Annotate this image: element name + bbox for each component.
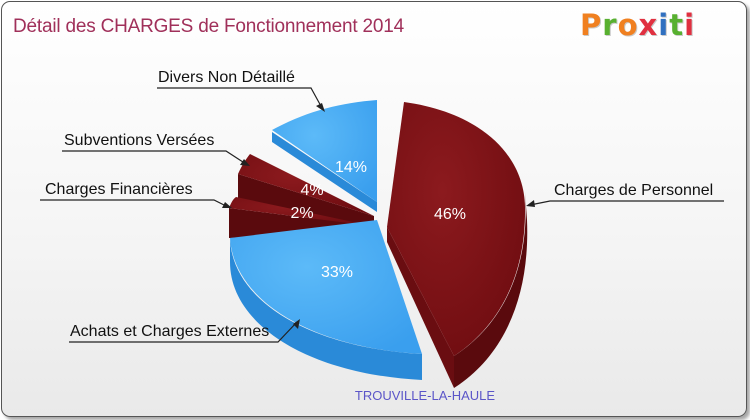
slice-personnel[interactable] [387,102,526,356]
slice-divers-side[interactable] [272,132,377,212]
pct-label-subventions: 4% [300,182,323,199]
logo-letter: t [669,8,685,42]
pct-label-divers: 14% [335,159,367,176]
leader-line-financieres [40,199,229,208]
arrow-subventions [240,159,250,166]
leader-line-personnel [529,200,724,206]
slice-personnel-side-left[interactable] [387,227,454,388]
slice-personnel-side[interactable] [454,192,528,388]
slice-achats-side[interactable] [230,238,422,380]
slice-subventions-side[interactable] [238,174,374,234]
logo-letter: r [602,8,618,42]
slice-financieres[interactable] [229,197,372,226]
logo-letter: i [684,8,696,42]
leader-line-achats [69,321,298,343]
chart-title: Détail des CHARGES de Fonctionnement 201… [13,16,405,37]
logo-letter: P [580,8,603,42]
label-financieres: Charges Financières [45,181,193,198]
label-divers: Divers Non Détaillé [158,69,295,86]
arrow-personnel [526,200,535,207]
pct-label-financieres: 2% [290,205,313,222]
leader-line-divers [157,87,323,109]
label-achats: Achats et Charges Externes [70,323,269,340]
pct-label-achats: 33% [321,264,353,281]
arrow-achats [293,319,300,329]
logo-letter: x [638,8,659,42]
slice-subventions[interactable] [238,154,374,216]
proxiti-logo: Proxiti [580,8,695,42]
label-subventions: Subventions Versées [64,132,214,149]
city-label: TROUVILLE-LA-HAULE [355,388,495,403]
arrow-divers [316,103,325,112]
logo-letter: o [617,8,639,42]
pct-label-personnel: 46% [434,206,466,223]
logo-letter: i [658,8,670,42]
arrow-financieres [222,202,232,208]
slice-divers[interactable] [272,100,377,202]
slice-achats[interactable] [230,220,422,354]
label-personnel: Charges de Personnel [554,182,713,199]
leader-line-subventions [62,150,247,165]
